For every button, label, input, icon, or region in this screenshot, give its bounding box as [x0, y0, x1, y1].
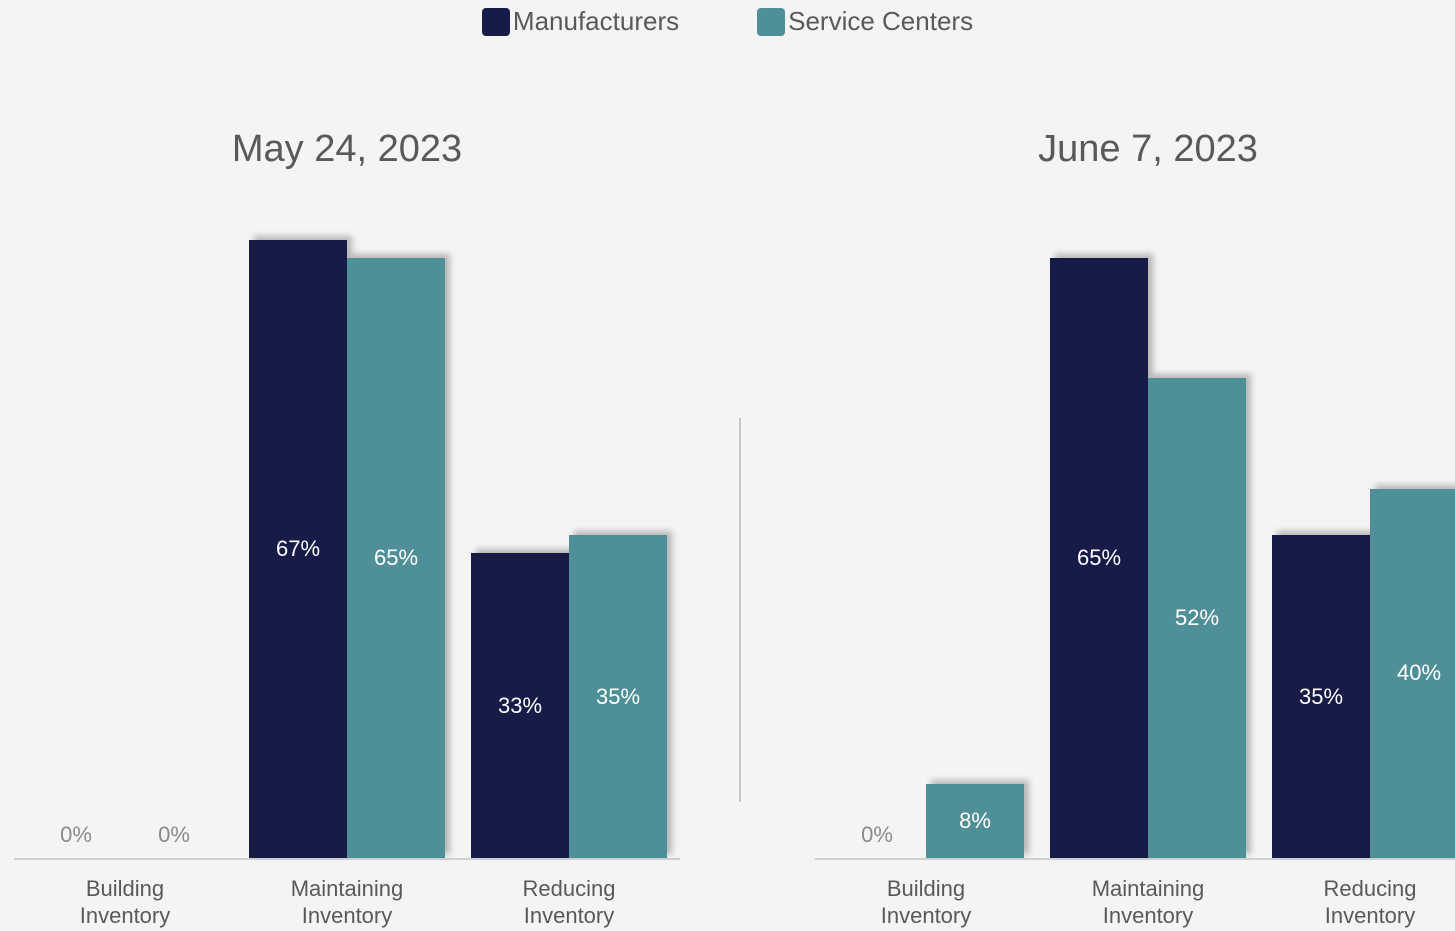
- bar: [347, 258, 445, 858]
- bar: [471, 553, 569, 858]
- legend: Manufacturers Service Centers: [0, 6, 1455, 37]
- legend-label: Service Centers: [788, 6, 974, 36]
- x-axis: [815, 858, 1455, 860]
- legend-item: Service Centers: [757, 6, 973, 37]
- legend-item: Manufacturers: [481, 6, 680, 37]
- legend-swatch: [481, 7, 510, 36]
- x-tick-label: Reducing Inventory: [522, 876, 616, 928]
- value-label: 0%: [861, 822, 893, 847]
- legend-swatch: [757, 7, 786, 36]
- value-label: 35%: [1298, 683, 1344, 709]
- bar: [1370, 488, 1455, 858]
- x-tick-label: Building Inventory: [880, 876, 972, 928]
- x-tick-label: Maintaining Inventory: [1091, 876, 1205, 928]
- bar: [1148, 378, 1246, 858]
- value-label: 40%: [1396, 660, 1442, 686]
- value-label: 65%: [373, 545, 419, 571]
- chart-title: May 24, 2023: [231, 128, 463, 170]
- x-axis: [14, 858, 680, 860]
- bar: [569, 535, 667, 858]
- x-tick-label: Reducing Inventory: [1323, 876, 1417, 928]
- value-label: 0%: [60, 822, 92, 847]
- value-label: 0%: [158, 822, 190, 847]
- chart-title: June 7, 2023: [1038, 128, 1258, 170]
- divider: [739, 418, 741, 802]
- value-label: 67%: [275, 535, 321, 561]
- value-label: 35%: [595, 683, 641, 709]
- value-label: 33%: [497, 692, 543, 718]
- bar: [1272, 535, 1370, 858]
- value-label: 8%: [959, 808, 991, 834]
- bar: [249, 239, 347, 858]
- value-label: 52%: [1174, 605, 1220, 631]
- x-tick-label: Building Inventory: [79, 876, 171, 928]
- bar: [1050, 258, 1148, 858]
- legend-label: Manufacturers: [512, 6, 680, 36]
- value-label: 65%: [1076, 545, 1122, 571]
- x-tick-label: Maintaining Inventory: [290, 876, 404, 928]
- bar: [926, 784, 1024, 858]
